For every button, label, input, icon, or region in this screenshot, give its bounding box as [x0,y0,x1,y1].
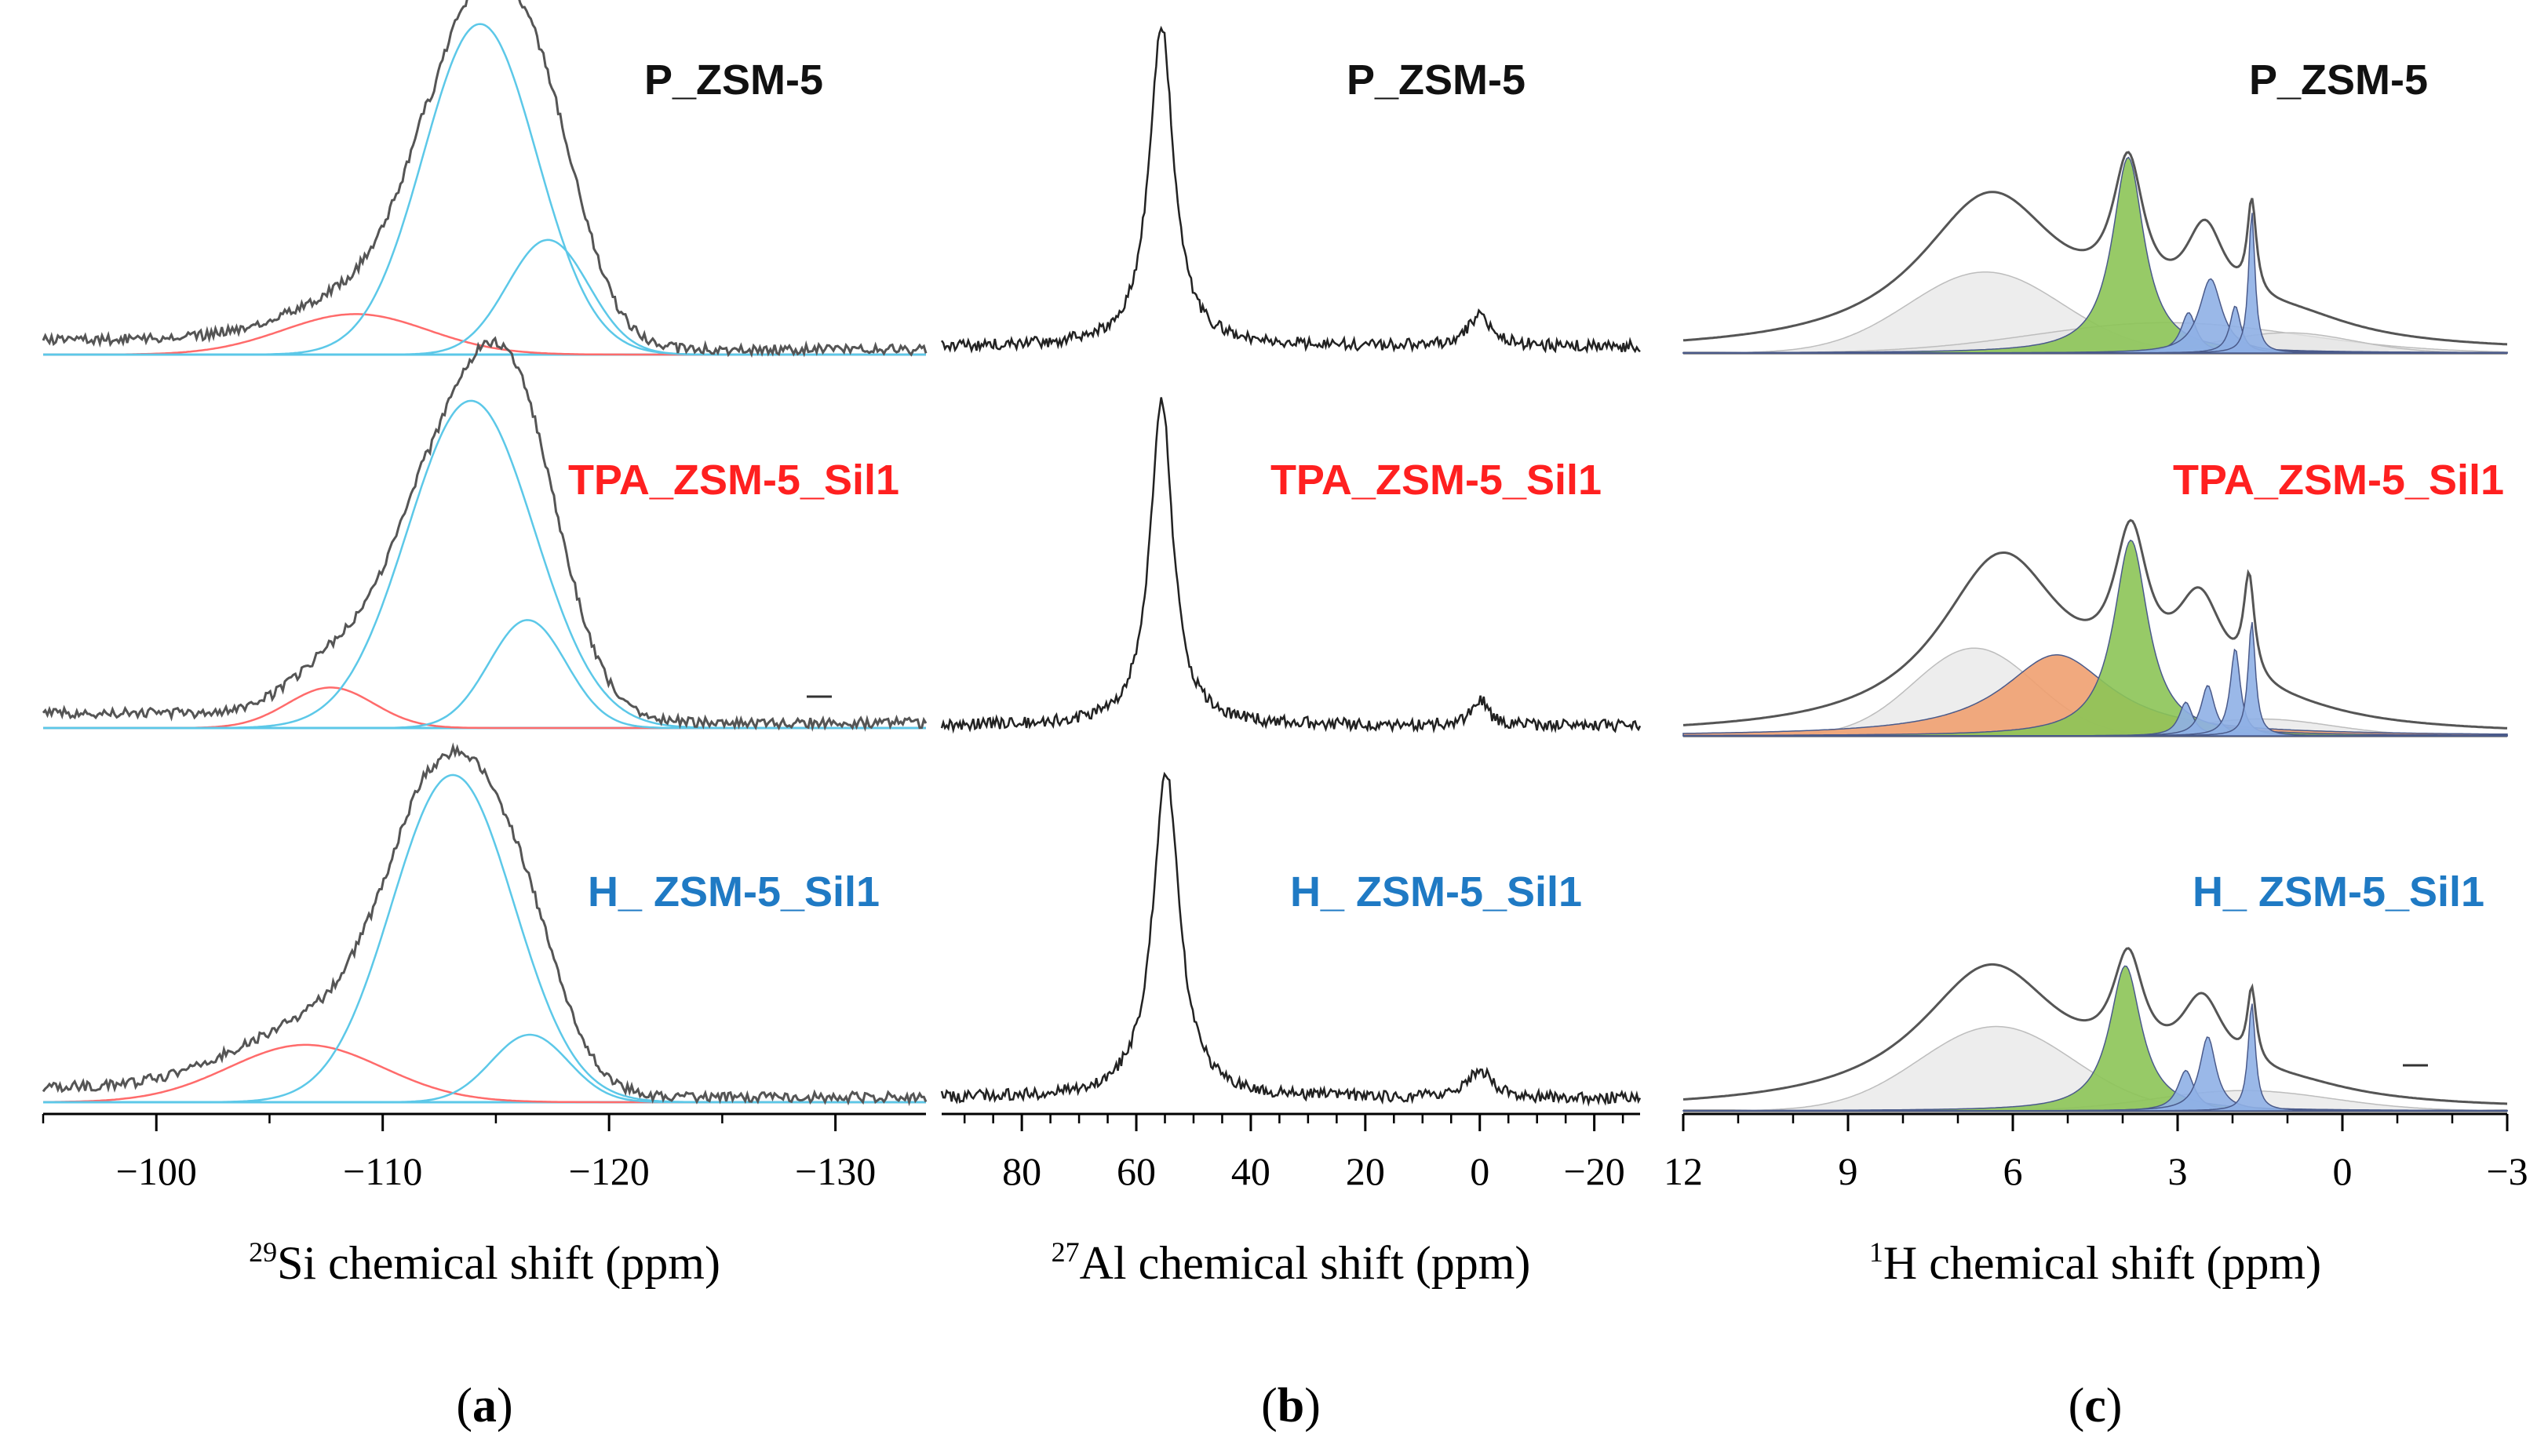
experimental-spectrum [1682,519,2508,730]
fit-component-q4 [43,1033,926,1104]
spectrum-tpa: TPA_ZSM-5_Sil1 [42,336,928,732]
fit-component-blue [1683,213,2507,354]
panel-c: 12 9 6 3 0 −3 1H chemical shift (ppm) (c) P_ZSM-… [1664,56,2528,1432]
spectrum-h: H_ ZSM-5_Sil1 [940,771,1642,1107]
x-tick-label: 20 [1346,1149,1385,1193]
experimental-spectrum [940,397,1642,734]
x-tick-label: 9 [1839,1149,1858,1193]
fit-component-q4 [43,238,926,356]
sample-label: TPA_ZSM-5_Sil1 [1270,457,1602,504]
x-tick-label: −100 [116,1149,197,1193]
experimental-spectrum [1682,151,2508,346]
fit-component-green [1682,539,2508,737]
experimental-spectrum [1682,947,2508,1105]
spectrum-h: H_ ZSM-5_Sil1 [42,742,928,1107]
x-axis-title: 27Al chemical shift (ppm) [1052,1236,1531,1289]
x-tick-label: 80 [1002,1149,1041,1193]
fit-component-q4 [43,399,926,730]
x-tick-label: 0 [1470,1149,1489,1193]
x-tick-label: 60 [1117,1149,1156,1193]
sample-label: P_ZSM-5 [1347,56,1526,104]
x-axis-title: 29Si chemical shift (ppm) [249,1236,720,1289]
experimental-spectrum [940,25,1641,355]
x-tick-label: −120 [569,1149,650,1193]
x-tick-label: 6 [2003,1149,2023,1193]
x-tick-label: −130 [795,1149,876,1193]
x-tick-label: −3 [2486,1149,2528,1193]
panel-b: 80 60 40 20 0 −20 27Al chemical shift (ppm) (b)… [940,25,1642,1432]
spectrum-p: P_ZSM-5 [42,0,928,359]
sample-label: H_ ZSM-5_Sil1 [588,868,880,915]
panel-a: −100 −110 −120 −130 29Si chemical shift (ppm… [42,0,928,1432]
sample-label: H_ ZSM-5_Sil1 [2193,868,2484,915]
x-tick-label: −110 [343,1149,422,1193]
panels: −100 −110 −120 −130 29Si chemical shift (ppm… [42,0,2528,1432]
experimental-spectrum [42,336,928,732]
experimental-spectrum [42,0,928,359]
x-tick-label: 12 [1664,1149,1703,1193]
fit-component-green [1682,965,2508,1112]
x-tick-label: 40 [1231,1149,1270,1193]
fit-component-q4 [43,619,926,730]
sample-label: TPA_ZSM-5_Sil1 [568,457,899,504]
x-axis-title: 1H chemical shift (ppm) [1869,1236,2321,1289]
sample-label: TPA_ZSM-5_Sil1 [2173,457,2504,504]
sample-label: P_ZSM-5 [2249,56,2428,104]
fit-component-green [1682,156,2508,354]
panel-letter: (a) [456,1379,512,1432]
spectrum-p: P_ZSM-5 [1682,56,2508,355]
spectrum-tpa: TPA_ZSM-5_Sil1 [940,397,1642,734]
panel-letter: (c) [2069,1379,2123,1432]
panel-letter: (b) [1261,1379,1321,1432]
x-tick-label: 3 [2168,1149,2188,1193]
fit-component-blue [1683,1003,2507,1112]
spectrum-h: H_ ZSM-5_Sil1 [1682,868,2508,1112]
fit-component-blue [1683,621,2507,737]
x-tick-label: −20 [1564,1149,1625,1193]
x-tick-label: 0 [2333,1149,2353,1193]
experimental-spectrum [42,742,928,1107]
experimental-spectrum [940,771,1642,1107]
fit-component-q4 [43,774,926,1104]
spectrum-tpa: TPA_ZSM-5_Sil1 [1682,457,2508,737]
sample-label: P_ZSM-5 [644,56,823,104]
spectrum-p: P_ZSM-5 [940,25,1641,355]
sample-label: H_ ZSM-5_Sil1 [1290,868,1582,915]
